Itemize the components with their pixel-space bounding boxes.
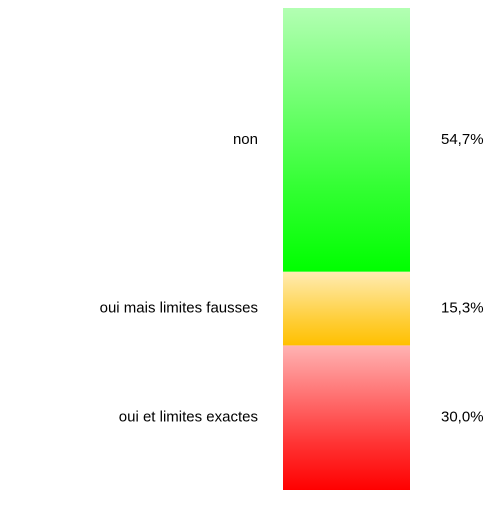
bar-segment bbox=[283, 345, 410, 490]
category-label: non bbox=[233, 131, 258, 148]
bar-segment bbox=[283, 8, 410, 272]
value-label: 15,3% bbox=[441, 299, 484, 316]
value-label: 30,0% bbox=[441, 409, 484, 426]
category-label: oui et limites exactes bbox=[119, 409, 258, 426]
bar-segment bbox=[283, 271, 410, 346]
value-label: 54,7% bbox=[441, 131, 484, 148]
category-label: oui mais limites fausses bbox=[100, 299, 258, 316]
